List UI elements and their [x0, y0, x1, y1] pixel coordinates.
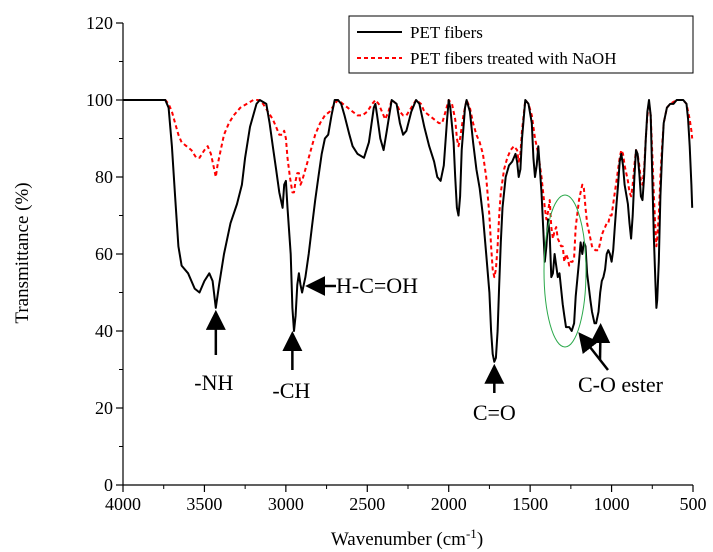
x-tick-label: 3500	[186, 494, 222, 514]
legend: PET fibers PET fibers treated with NaOH	[349, 16, 693, 73]
y-tick-label: 0	[104, 475, 113, 495]
series-layer	[123, 100, 692, 362]
x-axis-label: Wavenumber (cm-1)	[331, 526, 483, 551]
y-tick-label: 60	[95, 244, 113, 264]
x-tick-label: 3000	[268, 494, 304, 514]
nh-label: -NH	[194, 370, 233, 395]
y-tick-label: 40	[95, 321, 113, 341]
legend-label-naoh: PET fibers treated with NaOH	[410, 49, 616, 68]
series-line-pet-fibers	[123, 100, 692, 362]
co-ester-arrow-1	[584, 340, 608, 370]
x-tick-label: 1500	[512, 494, 548, 514]
co-label: C=O	[473, 400, 516, 425]
legend-label-pet: PET fibers	[410, 23, 483, 42]
y-axis-label: Transmittance (%)	[12, 182, 33, 323]
annotations: -NH -CH H-C=OH C=O C-O ester	[194, 273, 663, 425]
axes: 0 20 40 60 80 100 120 4000 3500 3000 2500 2000 1500 1…	[86, 13, 707, 514]
x-axis-label-main: Wavenumber (cm	[331, 529, 466, 550]
co-ester-label: C-O ester	[578, 372, 664, 397]
y-tick-label: 20	[95, 398, 113, 418]
x-tick-label: 1000	[594, 494, 630, 514]
x-axis-label-sup: -1	[466, 526, 477, 541]
x-tick-label: 500	[680, 494, 707, 514]
x-tick-label: 4000	[105, 494, 141, 514]
ch-label: -CH	[272, 378, 310, 403]
hcoh-label: H-C=OH	[336, 273, 418, 298]
x-tick-label: 2500	[349, 494, 385, 514]
x-tick-label: 2000	[431, 494, 467, 514]
y-tick-label: 100	[86, 90, 113, 110]
y-tick-label: 120	[86, 13, 113, 33]
x-axis-label-end: )	[477, 529, 483, 550]
y-tick-label: 80	[95, 167, 113, 187]
